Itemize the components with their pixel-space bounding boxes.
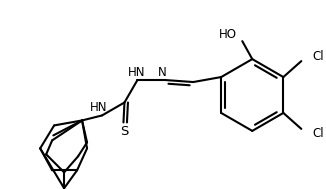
Text: HO: HO: [219, 28, 237, 41]
Text: HN: HN: [128, 66, 145, 79]
Text: Cl: Cl: [312, 50, 324, 63]
Text: S: S: [120, 125, 129, 138]
Text: HN: HN: [90, 101, 108, 114]
Text: N: N: [158, 66, 167, 79]
Text: Cl: Cl: [312, 127, 324, 140]
